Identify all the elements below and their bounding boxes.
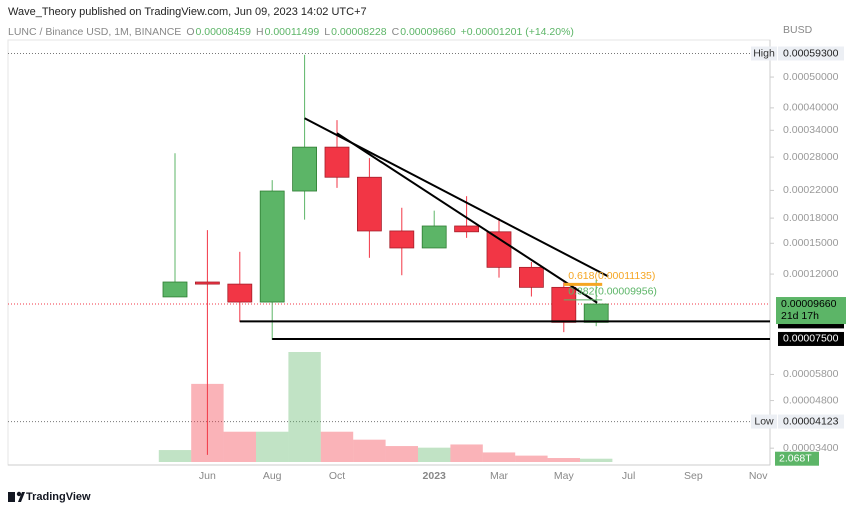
volume-bar [385,446,418,462]
candle-body [454,225,480,233]
y-tick-label: 0.00005800 [783,368,839,380]
y-tick-label: 0.00015000 [783,237,839,249]
x-tick-label: Oct [329,470,345,482]
ohlc-value: 0.00009660 [400,26,456,38]
fib-label: 0.618(0.00011135) [568,270,655,282]
candle-body [421,225,447,249]
price-tag-countdown: 21d 17h [781,310,819,322]
ohlc-value: 0.00008228 [331,26,387,38]
support-label: 0.00007500 [783,333,839,345]
ohlc-key: O [186,26,194,38]
volume-bar [223,431,256,462]
volume-tag [775,451,819,466]
volume-bar [320,431,354,462]
extreme-name: Low [754,415,774,427]
candle-body [583,303,609,323]
ohlc-value: 0.00008459 [195,26,251,38]
candle-body [356,176,382,232]
extreme-tag [751,414,777,429]
brand: TradingView [26,491,91,503]
ohlc-value: 0.00011499 [265,26,320,38]
extreme-name: High [753,47,775,59]
price-tag [776,297,846,325]
candle-body [324,146,350,178]
extreme-value: 0.00059300 [783,47,839,59]
x-tick-label: Mar [490,470,509,482]
x-tick-label: Jun [199,470,216,482]
y-tick-label: 0.00003400 [783,442,839,454]
candle-body [259,190,285,303]
logo-mark [18,492,25,502]
extreme-box [778,414,844,429]
trendline [336,132,598,304]
candle-body [227,283,253,303]
y-tick-label: 0.00050000 [783,71,839,83]
candle-body [519,266,544,288]
fib-label: 0.382(0.00009956) [568,286,657,298]
volume-bar [288,352,321,462]
y-tick-label: 0.00028000 [783,151,839,163]
volume-label: 2.068T [779,452,812,464]
price-tag-value: 0.00009660 [781,298,837,310]
volume-bar [353,439,386,462]
chart-title: Wave_Theory published on TradingView.com… [8,6,367,18]
y-tick-label: 0.00022000 [783,184,839,196]
change: +0.00001201 (+14.20%) [461,26,574,38]
candle-body [551,286,577,323]
logo-mark [16,491,22,497]
x-tick-label: Aug [263,470,282,482]
x-tick-label: Jul [622,470,635,482]
candle-body [162,281,188,298]
candle-body [389,230,415,249]
logo-mark [8,492,15,502]
ohlc-key: H [256,26,264,38]
extreme-box [778,46,844,61]
ohlc-key: C [392,26,400,38]
logo: TradingView [8,491,91,503]
ohlc-key: L [324,26,330,38]
extreme-value: 0.00004123 [783,415,839,427]
y-tick-label: 0.00040000 [783,102,839,114]
x-tick-label: Sep [684,470,703,482]
symbol: LUNC / Binance USD, 1M, BINANCE [8,26,181,38]
x-tick-label: May [554,470,575,482]
candle-body [194,281,220,285]
candle-body [486,231,512,268]
x-tick-label: Nov [749,470,768,482]
volume-bar [158,450,192,462]
support-tag [778,331,844,346]
volume-bar [418,447,451,462]
candle-body [292,146,318,192]
volume-bar [450,444,483,462]
volume-bar [482,452,516,462]
y-tick-label: 0.00012000 [783,268,839,280]
y-tick-label: 0.00004800 [783,394,839,406]
volume-bar [256,431,289,462]
currency: BUSD [783,24,813,36]
y-tick-label: 0.00018000 [783,212,839,224]
volume-bar [580,458,613,462]
x-tick-label: 2023 [423,470,447,482]
volume-bar [547,458,580,462]
volume-bar [515,455,548,462]
y-tick-label: 0.00034000 [783,124,839,136]
extreme-tag [751,46,777,61]
